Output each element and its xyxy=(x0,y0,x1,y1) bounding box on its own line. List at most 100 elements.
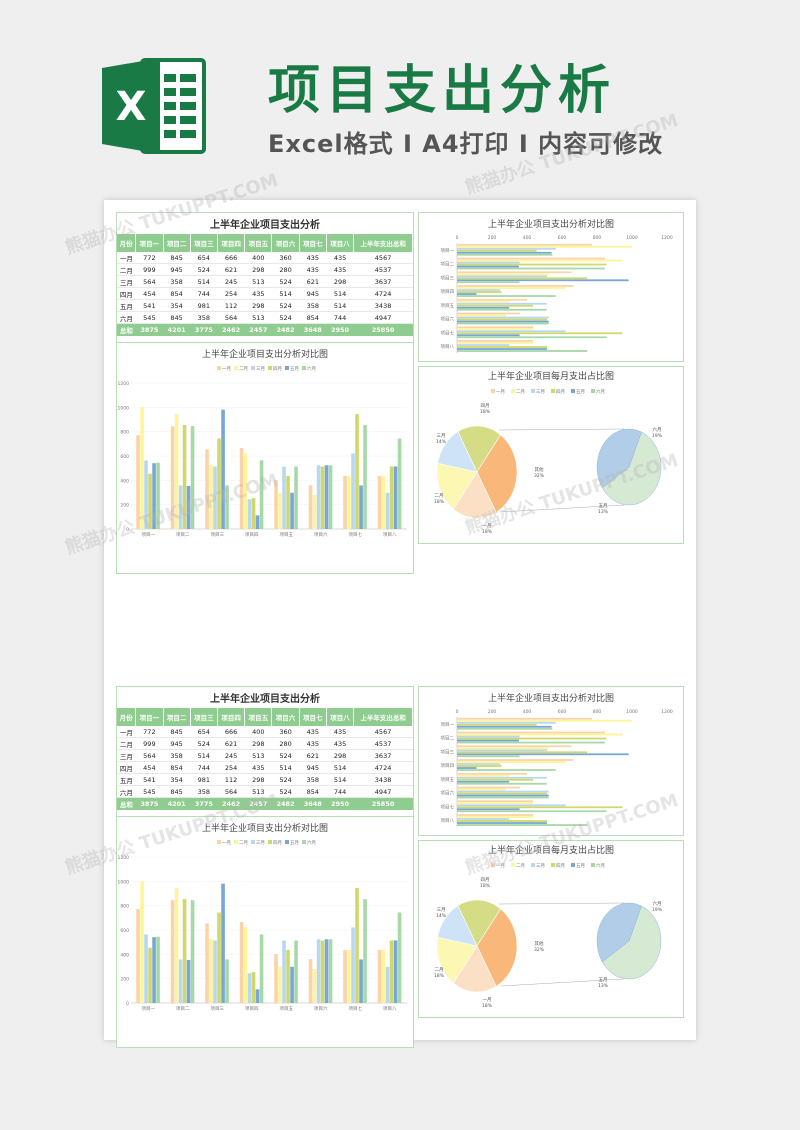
legend-label: 六月 xyxy=(596,388,605,395)
x-tick-label: 项目二 xyxy=(176,1006,190,1012)
bar xyxy=(457,265,519,268)
x-tick-label: 项目三 xyxy=(211,532,225,538)
table-cell: 435 xyxy=(326,726,354,738)
table-cell: 360 xyxy=(271,726,300,738)
bar xyxy=(457,257,605,260)
legend-label: 三月 xyxy=(256,840,265,846)
table-cell: 845 xyxy=(163,252,191,264)
slice-label-pct: 19% xyxy=(652,433,663,439)
table-cell: 524 xyxy=(271,773,300,786)
slice-label-pct: 18% xyxy=(434,499,445,505)
bar xyxy=(457,824,588,826)
bar xyxy=(457,304,534,307)
column-header: 项目七 xyxy=(299,234,327,252)
bar xyxy=(178,485,183,529)
y-tick-label: 项目五 xyxy=(441,303,455,309)
bar xyxy=(457,765,502,767)
table-cell: 298 xyxy=(244,737,272,750)
pie-slice xyxy=(596,902,642,963)
table-cell: 400 xyxy=(244,252,272,264)
slice-label-pct: 18% xyxy=(482,529,493,535)
bar xyxy=(457,818,510,820)
table-cell: 541 xyxy=(135,299,163,312)
bar xyxy=(221,883,225,1003)
chart-title: 上半年企业项目每月支出占比图 xyxy=(488,370,614,382)
table-cell: 4567 xyxy=(353,252,413,264)
table-cell: 514 xyxy=(326,761,354,774)
bar xyxy=(457,794,549,797)
table-row: 二月 999 945 524 621 298 280 435 435 4537 xyxy=(117,263,413,276)
table-cell: 3637 xyxy=(353,749,413,762)
legend-swatch xyxy=(551,863,555,867)
total-cell: 2950 xyxy=(326,323,354,336)
table-cell: 3438 xyxy=(353,773,413,786)
bar xyxy=(312,494,317,529)
table-cell: 298 xyxy=(326,275,354,288)
bar xyxy=(347,476,351,529)
bar xyxy=(320,940,325,1003)
bar xyxy=(144,460,148,529)
x-tick-label: 800 xyxy=(593,235,602,241)
bar xyxy=(457,751,588,754)
bar xyxy=(457,247,556,250)
total-cell: 3775 xyxy=(190,797,218,810)
slice-label-name: 二月 xyxy=(435,967,444,973)
column-header: 项目五 xyxy=(244,234,273,252)
table-cell: 541 xyxy=(135,773,163,786)
table-cell: 435 xyxy=(244,287,272,300)
bar xyxy=(213,466,217,529)
bar xyxy=(457,749,547,752)
bar xyxy=(457,822,547,824)
bar xyxy=(457,342,534,344)
table-cell: 254 xyxy=(217,761,245,774)
table-cell: 298 xyxy=(244,299,272,312)
table-cell: 545 xyxy=(135,311,163,324)
bar xyxy=(457,271,572,274)
table-cell: 358 xyxy=(163,749,191,762)
bar xyxy=(457,721,556,724)
table-cell: 四月 xyxy=(117,287,136,300)
y-tick-label: 项目八 xyxy=(441,344,455,350)
legend-swatch xyxy=(531,389,535,393)
table-cell: 354 xyxy=(163,773,191,786)
bar xyxy=(393,940,398,1003)
bar xyxy=(209,939,213,1003)
bar xyxy=(457,328,534,331)
y-tick-label: 项目四 xyxy=(441,763,455,769)
bar xyxy=(457,302,547,305)
y-tick-label: 项目二 xyxy=(441,736,455,742)
table-cell: 666 xyxy=(217,726,245,738)
table-cell: 666 xyxy=(217,252,245,264)
bar xyxy=(457,326,534,329)
column-header: 项目四 xyxy=(217,708,246,726)
column-chart-panel: 上半年企业项目支出分析对比图 一月 二月 三月 四月 五月 六月 0 200 400 600 800 1… xyxy=(116,342,414,574)
bar xyxy=(457,767,477,769)
y-tick-label: 200 xyxy=(120,503,129,509)
bar xyxy=(393,466,398,529)
bar xyxy=(457,293,477,295)
bar xyxy=(457,263,607,266)
legend-label: 二月 xyxy=(239,366,248,372)
table-title: 上半年企业项目支出分析 xyxy=(210,694,320,705)
y-tick-label: 400 xyxy=(120,478,129,484)
bar xyxy=(457,723,537,726)
bar xyxy=(343,476,347,529)
column-header: 项目四 xyxy=(217,234,246,252)
legend-swatch xyxy=(571,863,575,867)
total-cell: 25850 xyxy=(353,323,413,336)
y-tick-label: 200 xyxy=(120,977,129,983)
table-row: 六月 545 845 358 564 513 524 854 744 4947 xyxy=(117,311,413,324)
table-cell: 3438 xyxy=(353,299,413,312)
bar xyxy=(457,289,500,291)
table-cell: 513 xyxy=(244,749,272,762)
column-header: 项目二 xyxy=(163,708,191,726)
table-cell: 435 xyxy=(326,737,354,750)
table-cell: 545 xyxy=(135,785,163,798)
x-tick-label: 1200 xyxy=(661,235,673,241)
bar xyxy=(286,476,290,529)
bar xyxy=(186,485,191,529)
table-total-row: 总和 3875 4201 3775 2462 2457 2482 3648 2950 25850 xyxy=(117,797,413,810)
y-tick-label: 项目三 xyxy=(441,749,455,755)
bar xyxy=(457,336,607,339)
bar xyxy=(457,273,549,276)
